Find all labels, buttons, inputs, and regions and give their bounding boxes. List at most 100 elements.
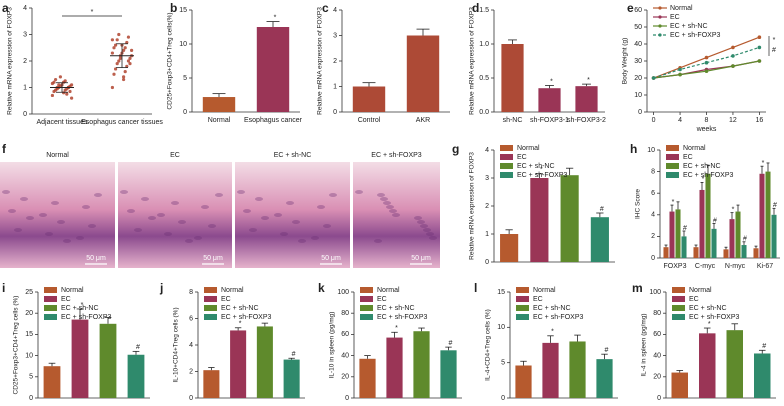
significance: # [772,47,776,54]
data-point [126,35,130,39]
data-point [678,67,682,72]
significance: * [672,199,675,206]
y-tick-label: 0 [485,259,489,266]
legend-label: EC + sh-FOXP3 [61,314,111,321]
data-point [704,60,709,65]
cell-texture [134,228,142,232]
cell-texture [383,201,391,205]
legend-label: EC + sh-NC [533,305,571,312]
x-tick-label: sh-FOXP3-2 [567,117,606,124]
data-point [651,76,656,80]
data-point [128,56,132,60]
significance: * [274,14,277,21]
legend-swatch [44,296,57,302]
image-title: Normal [46,152,69,159]
significance: * [91,9,94,16]
cell-texture [8,209,16,213]
legend-label: EC [221,296,231,303]
y-tick-label: 0 [501,395,505,402]
cell-texture [380,197,388,201]
cell-texture [386,205,394,209]
y-tick-label: 10 [179,41,187,48]
data-point [117,32,121,37]
image-title: EC + sh-FOXP3 [371,152,421,159]
panel-label: l [474,281,477,295]
bar [256,326,273,398]
legend-swatch [360,305,373,311]
significance: # [605,347,609,354]
significance: * [762,160,765,167]
y-axis-label: IL-10+CD4+Treg cells (%) [173,307,180,382]
y-tick-label: 3 [333,32,337,39]
data-point [731,64,735,68]
bar [202,97,236,112]
legend-label: Normal [61,287,84,294]
bar [530,178,549,262]
cell-texture [392,213,400,217]
cell-texture [261,216,269,220]
data-point [110,51,114,55]
significance: * [550,78,553,85]
cell-texture [178,220,186,224]
histology-image [118,162,232,268]
scale-bar-label: 50 μm [86,255,106,262]
legend-swatch [44,314,57,320]
y-tick-label: 0 [183,109,187,116]
bar [359,358,376,398]
legend-label: EC [670,14,680,21]
cell-texture [243,209,251,213]
bar [440,350,457,398]
data-point [130,48,134,53]
bar [765,171,771,258]
y-axis-label: Relative mRNA expression of FOXP3 [469,7,476,115]
legend-swatch [204,287,217,293]
y-tick-label: 80 [653,310,661,317]
bar [754,353,771,398]
y-tick-label: 8 [189,289,193,296]
y-tick-label: 0 [657,395,661,402]
legend-swatch [516,287,529,293]
data-point [65,92,69,96]
x-tick-label: N-myc [725,263,746,270]
significance: * [81,302,84,309]
data-point [122,75,126,79]
data-point [704,55,709,60]
y-tick-label: 1.0 [479,41,489,48]
bar [771,214,777,258]
legend-label: EC + sh-FOXP3 [670,32,720,39]
y-tick-label: 4 [651,212,655,219]
y-tick-label: 1 [333,83,337,90]
y-tick-label: 0.5 [479,75,489,82]
y-tick-label: 4 [485,147,489,154]
data-point [58,75,63,79]
y-tick-label: 20 [25,310,33,317]
legend-swatch [360,314,373,320]
bar [723,249,729,258]
bar [726,330,743,398]
x-tick-label: Adjacent tissues [37,119,88,126]
bar [352,86,386,112]
panel-label: j [159,281,163,295]
cell-texture [317,205,325,209]
data-point [123,70,127,74]
bar [711,228,717,258]
data-point [57,83,61,87]
legend-swatch [500,172,513,178]
cell-texture [274,213,282,217]
cell-texture [374,239,382,243]
bar [500,234,519,262]
y-axis-label: IL-4 in spleen (pg/mg) [641,313,648,376]
cell-texture [201,205,209,209]
legend-marker [658,6,662,10]
bar [230,330,247,398]
bar [203,370,220,398]
bar [741,245,747,258]
cell-texture [39,213,47,217]
y-tick-label: 1 [23,84,27,91]
cell-texture [171,201,179,205]
data-point [126,59,130,63]
y-tick-label: 10 [634,92,642,99]
x-tick-label: Ki-67 [757,263,773,270]
panel-label: f [2,142,7,156]
cell-texture [20,197,28,201]
